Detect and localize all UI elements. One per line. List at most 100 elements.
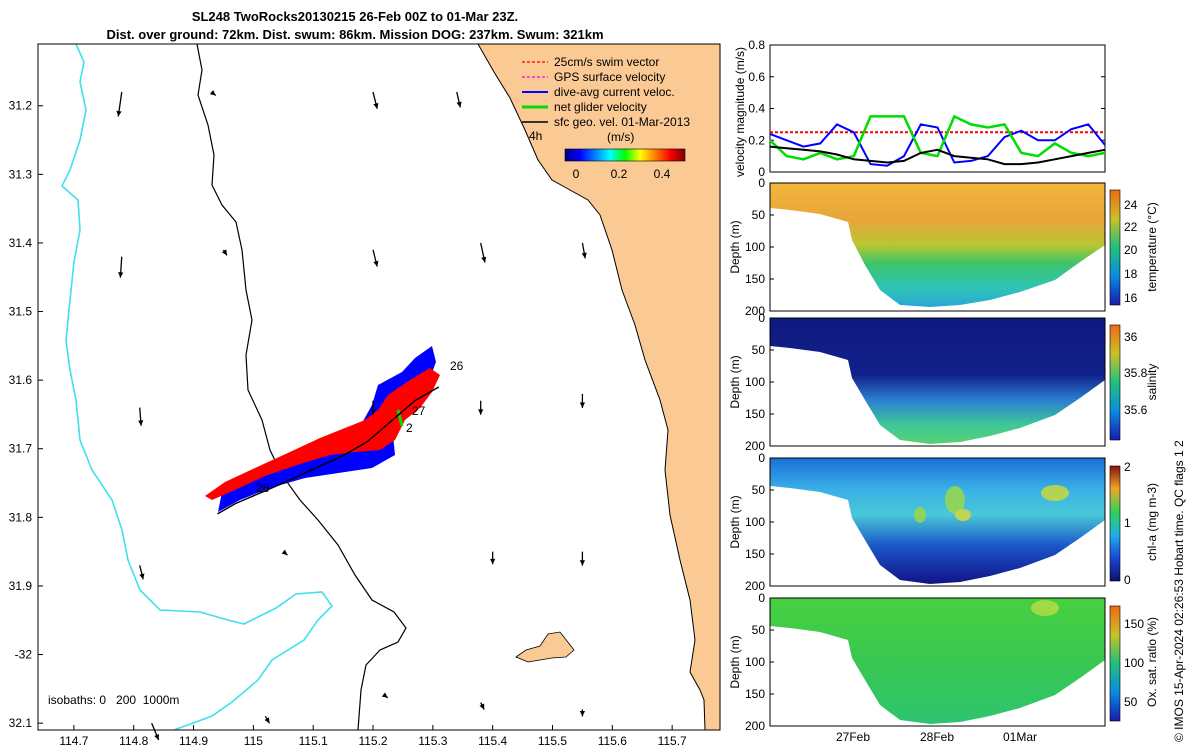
- salinity-cbar-tick: 35.8: [1124, 366, 1148, 380]
- velocity-series: [769, 114, 1106, 167]
- time-tick-28feb: 28Feb: [920, 730, 954, 744]
- geo-vector-head: [139, 573, 145, 580]
- map-cbar-tick-2: 0.4: [654, 167, 671, 181]
- chla-patch: [1041, 485, 1069, 501]
- map-x-tick-label: 115.7: [658, 734, 687, 748]
- geo-vector-head: [370, 409, 376, 415]
- temperature-cbar-tick: 18: [1124, 267, 1138, 281]
- velocity-y-tick-label: 0: [758, 165, 765, 179]
- time-tick-27feb: 27Feb: [836, 730, 870, 744]
- velocity-series-dive-avg-current: [769, 123, 1106, 167]
- salinity-colorbar: [1109, 324, 1121, 441]
- geo-vector-head: [481, 256, 487, 263]
- swim-swath: [205, 368, 440, 500]
- land-mass: [478, 44, 720, 730]
- depth-tick-label: 0: [758, 591, 765, 605]
- depth-tick-label: 50: [752, 343, 766, 357]
- oxygen-depth-ticks: 0 50 100 150 200: [745, 591, 774, 733]
- depth-tick-label: 50: [752, 623, 766, 637]
- chla-patch: [914, 507, 926, 523]
- map-x-tick-label: 115.3: [418, 734, 447, 748]
- depth-tick-label: 0: [758, 311, 765, 325]
- salinity-cbar-tick: 35.6: [1124, 403, 1148, 417]
- temperature-cbar-tick: 20: [1124, 243, 1138, 257]
- temperature-cbar-tick: 22: [1124, 220, 1138, 234]
- depth-tick-label: 150: [745, 547, 765, 561]
- chla-cbar-label: chl-a (mg m-3): [1145, 483, 1159, 561]
- net-velocity-marker: [396, 409, 404, 427]
- chla-section: 0 50 100 150 200 Depth (m) 0 1 2 chl-a (mg m…: [728, 451, 1159, 593]
- isobath-note: isobaths: 0 200 1000m: [48, 693, 179, 707]
- legend-geo-label: sfc geo. vel. 01-Mar-2013: [554, 115, 690, 129]
- geostrophic-vectors: [116, 90, 587, 741]
- depth-tick-label: 200: [745, 304, 765, 318]
- oxygen-cbar-tick: 150: [1124, 617, 1144, 631]
- oxygen-colorbar: [1109, 605, 1121, 722]
- map-y-tick-label: 31.5: [9, 305, 33, 319]
- salinity-cbar-ticks: 35.6 35.8 36: [1124, 330, 1148, 417]
- title-line-2: Dist. over ground: 72km. Dist. swum: 86k…: [106, 27, 604, 42]
- map-y-tick-label: 31.6: [9, 373, 33, 387]
- chla-colorbar: [1109, 465, 1121, 582]
- map-y-tick-label: -32: [15, 648, 33, 662]
- map-y-tick-label: 31.4: [9, 236, 33, 250]
- velocity-ylabel: velocity magnitude (m/s): [733, 47, 747, 177]
- geo-vector-head: [154, 733, 159, 740]
- track-labels: 26 27 2 28: [256, 359, 464, 495]
- temperature-section: 0 50 100 150 200 Depth (m) 16 18 20 22 24 te…: [728, 176, 1159, 318]
- depth-tick-label: 50: [752, 483, 766, 497]
- velocity-y-ticks: 0 0.2 0.4 0.6 0.8: [748, 38, 1105, 179]
- geo-vector-head: [381, 692, 388, 698]
- temperature-cbar-label: temperature (°C): [1145, 202, 1159, 292]
- geo-vector-head: [138, 420, 144, 426]
- geo-vector-head: [264, 717, 270, 724]
- chla-cbar-tick: 1: [1124, 516, 1131, 530]
- rottnest-island: [515, 631, 575, 663]
- depth-tick-label: 100: [745, 375, 765, 389]
- track-map: 26 27 2 28 25cm/s swim vector GPS surfac…: [9, 43, 721, 748]
- geo-vector-head: [281, 549, 288, 556]
- isobath-1000m: [61, 43, 334, 731]
- isobath-0m: [477, 43, 706, 731]
- oxygen-cbar-tick: 100: [1124, 656, 1144, 670]
- map-y-tick-label: 31.8: [9, 510, 33, 524]
- depth-tick-label: 150: [745, 687, 765, 701]
- oxygen-cbar-label: Ox. sat. ratio (%): [1145, 617, 1159, 707]
- legend-4h-note: 4h: [529, 129, 542, 143]
- chla-patch: [945, 486, 965, 514]
- oxygen-patch: [1031, 600, 1059, 616]
- map-colorbar-label: (m/s): [607, 130, 634, 144]
- geo-vector-head: [579, 560, 586, 566]
- salinity-depth-ticks: 0 50 100 150 200: [745, 311, 774, 453]
- chla-cbar-tick: 0: [1124, 573, 1131, 587]
- map-y-ticks: 31.2 31.3 31.4 31.5 31.6 31.7 31.8 31.9 -32 32.1: [9, 99, 43, 730]
- track-label-28: 28: [256, 481, 270, 495]
- title-line-1: SL248 TwoRocks20130215 26-Feb 00Z to 01-…: [191, 9, 519, 24]
- geo-vector-head: [579, 711, 586, 717]
- depth-tick-label: 100: [745, 515, 765, 529]
- map-x-tick-label: 115.2: [358, 734, 387, 748]
- velocity-series-sfc-geo: [769, 145, 1106, 166]
- velocity-y-tick-label: 0.2: [748, 133, 765, 147]
- chla-patches: [914, 485, 1069, 523]
- map-x-tick-label: 115.1: [299, 734, 328, 748]
- chla-depth-ticks: 0 50 100 150 200: [745, 451, 774, 593]
- salinity-cbar-label: salinity: [1145, 364, 1159, 401]
- temperature-cbar-tick: 24: [1124, 198, 1138, 212]
- legend-dac-label: dive-avg current veloc.: [554, 85, 675, 99]
- chla-patch: [955, 509, 971, 521]
- depth-tick-label: 200: [745, 719, 765, 733]
- depth-tick-label: 200: [745, 579, 765, 593]
- temperature-cbar-ticks: 16 18 20 22 24: [1124, 198, 1138, 305]
- map-x-tick-label: 114.9: [179, 734, 208, 748]
- depth-tick-label: 150: [745, 407, 765, 421]
- legend-swim-label: 25cm/s swim vector: [554, 55, 659, 69]
- temperature-ylabel: Depth (m): [728, 220, 742, 273]
- geo-vector-head: [581, 252, 587, 259]
- velocity-y-tick-label: 0.6: [748, 70, 765, 84]
- legend-gps-label: GPS surface velocity: [554, 70, 665, 84]
- temperature-colorbar: [1109, 189, 1121, 306]
- map-cbar-tick-0: 0: [573, 167, 580, 181]
- oxygen-cbar-ticks: 50 100 150: [1124, 617, 1144, 709]
